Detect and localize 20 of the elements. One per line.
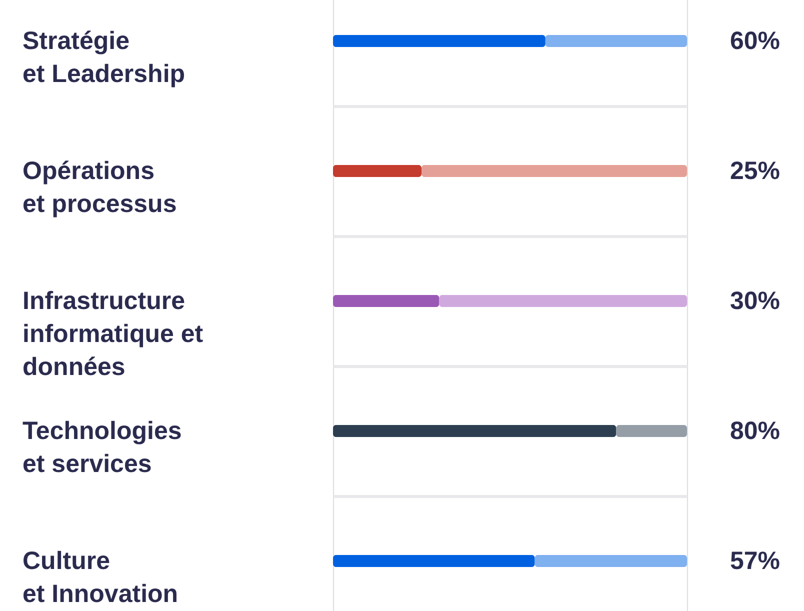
bar	[333, 425, 616, 437]
bar	[616, 425, 687, 437]
bar	[333, 555, 535, 567]
bar	[333, 295, 440, 307]
bar	[333, 165, 422, 177]
data-label: 25%	[730, 157, 780, 185]
bar	[439, 295, 687, 307]
data-label: 30%	[730, 287, 780, 315]
y-tick-label: Technologies et services	[22, 417, 182, 478]
bar	[422, 165, 687, 177]
data-label: 60%	[730, 27, 780, 55]
data-label: 57%	[730, 547, 780, 575]
data-label: 80%	[730, 417, 780, 445]
y-tick-label: Opérations et processus	[22, 157, 177, 218]
y-tick-label: Stratégie et Leadership	[22, 27, 186, 88]
bar	[545, 35, 687, 47]
bar	[333, 35, 546, 47]
y-tick-label: Culture et Innovation	[22, 547, 178, 608]
y-tick-label: Infrastructure informatique et données	[22, 287, 204, 381]
bar	[534, 555, 687, 567]
